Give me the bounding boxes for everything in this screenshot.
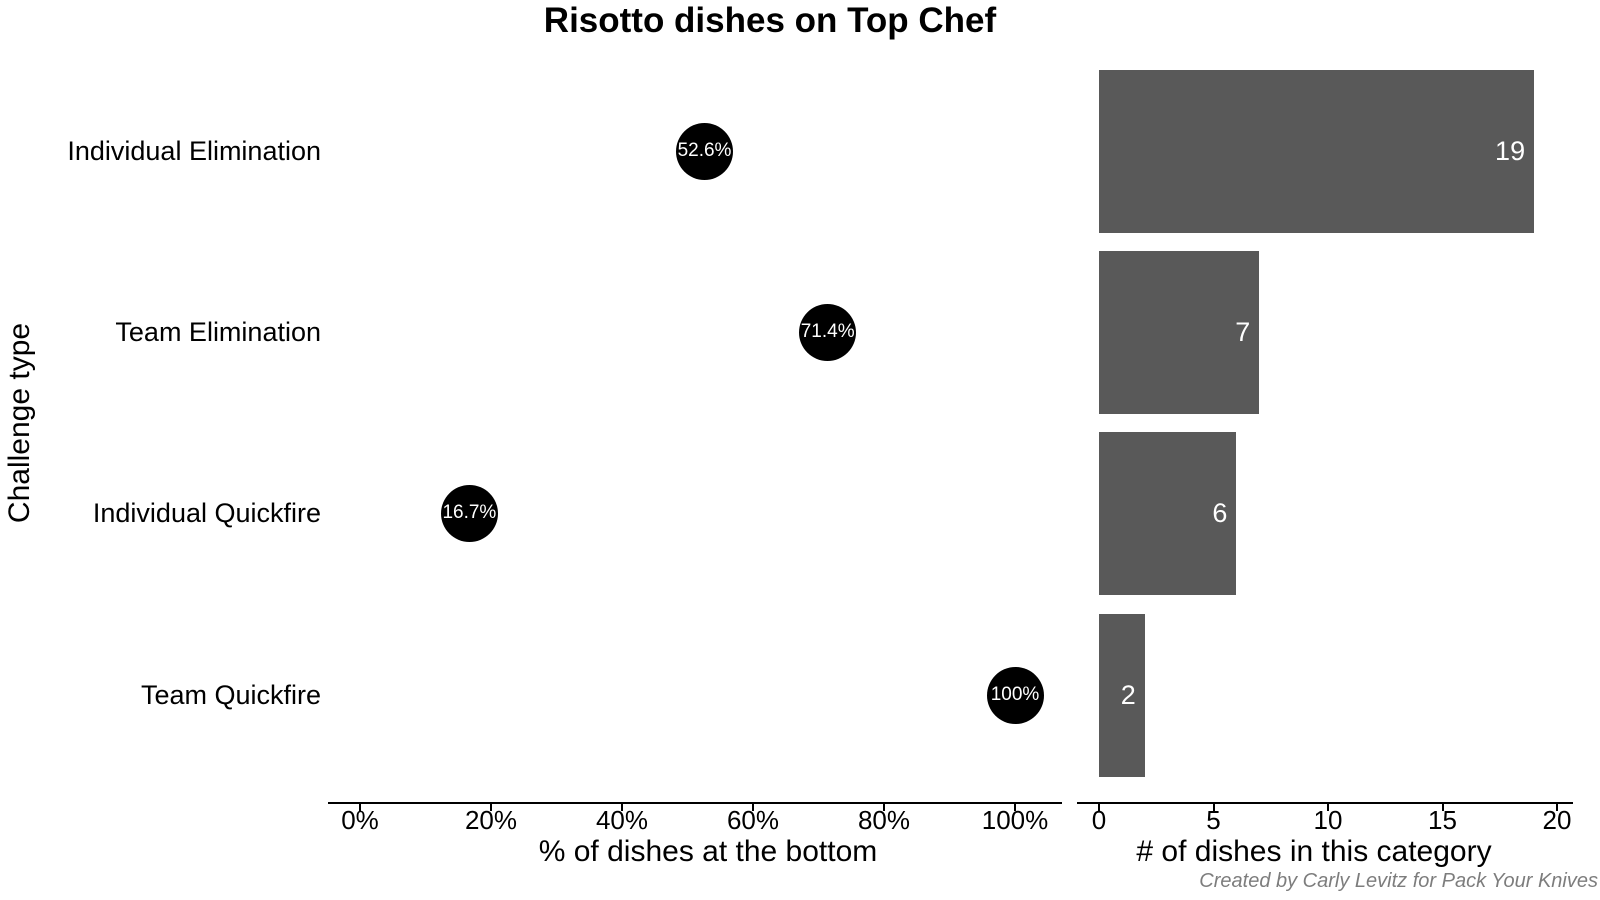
percent-axis-tick-label: 80% xyxy=(857,805,911,835)
percent-axis-tick xyxy=(1014,804,1016,811)
percent-axis-tick-label: 40% xyxy=(595,805,649,835)
count-bar-label: 19 xyxy=(1495,135,1526,166)
percent-dot: 52.6% xyxy=(676,122,734,180)
count-bar: 7 xyxy=(1099,250,1260,414)
percent-axis-tick-label: 60% xyxy=(726,805,780,835)
percent-axis-tick-label: 100% xyxy=(981,805,1049,835)
count-bar-label: 6 xyxy=(1212,497,1228,528)
percent-axis-tick xyxy=(490,804,492,811)
count-axis-tick-label: 0 xyxy=(1091,805,1107,835)
count-axis-tick xyxy=(1098,804,1100,811)
percent-axis-tick-label: 0% xyxy=(341,805,379,835)
percent-dot-label: 16.7% xyxy=(442,502,497,523)
y-axis-category-label: Individual Elimination xyxy=(67,136,321,166)
x-axis-line-percent xyxy=(328,802,1062,804)
percent-axis-tick xyxy=(359,804,361,811)
count-axis-tick-label: 10 xyxy=(1313,805,1343,835)
x-axis-title-count: # of dishes in this category xyxy=(1136,835,1492,868)
percent-dot: 16.7% xyxy=(440,484,498,542)
percent-axis-tick xyxy=(621,804,623,811)
percent-axis-tick xyxy=(883,804,885,811)
count-axis-tick xyxy=(1327,804,1329,811)
y-axis-category-label: Team Quickfire xyxy=(140,680,321,710)
percent-axis-tick-label: 20% xyxy=(464,805,518,835)
y-axis-category-label: Team Elimination xyxy=(115,317,321,347)
count-axis-tick-label: 20 xyxy=(1542,805,1572,835)
count-axis-tick xyxy=(1212,804,1215,811)
x-axis-line-count xyxy=(1077,802,1573,804)
count-bar-label: 7 xyxy=(1235,316,1251,347)
percent-dot: 71.4% xyxy=(799,303,857,361)
count-bar: 19 xyxy=(1099,69,1535,233)
count-axis-tick xyxy=(1441,804,1444,811)
x-axis-title-percent: % of dishes at the bottom xyxy=(538,835,878,868)
count-axis-tick-label: 15 xyxy=(1428,805,1457,835)
percent-dot-label: 100% xyxy=(990,684,1040,705)
percent-dot-label: 52.6% xyxy=(677,140,732,161)
count-bar: 6 xyxy=(1099,431,1237,595)
y-axis-category-label: Individual Quickfire xyxy=(92,498,321,528)
percent-axis-tick xyxy=(752,804,754,811)
count-axis-tick-label: 5 xyxy=(1206,805,1221,835)
count-bar: 2 xyxy=(1099,613,1145,777)
count-bar-label: 2 xyxy=(1120,679,1136,710)
percent-dot-label: 71.4% xyxy=(800,321,855,342)
caption: Created by Carly Levitz for Pack Your Kn… xyxy=(1199,870,1598,892)
chart-title: Risotto dishes on Top Chef xyxy=(543,1,997,40)
count-axis-tick xyxy=(1556,804,1558,811)
percent-dot: 100% xyxy=(986,666,1044,724)
